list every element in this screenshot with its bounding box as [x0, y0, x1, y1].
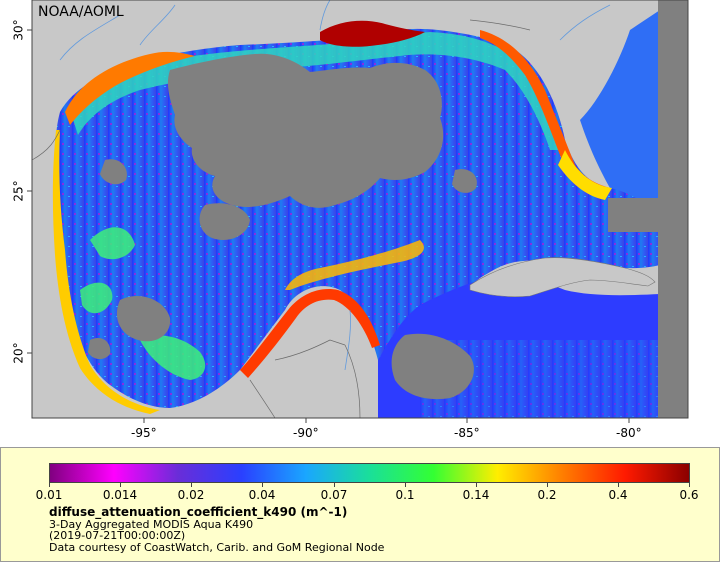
colorbar-tick-label: 0.14 [462, 488, 490, 502]
map-canvas [27, 0, 689, 423]
northern-coastal-turbid [65, 51, 195, 126]
plot-frame [31, 0, 689, 419]
no-data-strip [658, 0, 688, 418]
colorbar-tickmark [262, 483, 263, 487]
colorbar-tick-label: 0.4 [608, 488, 628, 502]
colorbar-tickmark [547, 483, 548, 487]
colorbar-tick-label: 0.01 [35, 488, 63, 502]
colorbar-tick-label: 0.02 [177, 488, 205, 502]
lat-tick-label: 30° [11, 19, 26, 41]
colorbar-tickmark [618, 483, 619, 487]
lon-tick-label: -85° [454, 426, 480, 440]
lat-tick-label: 25° [11, 180, 26, 202]
colorbar-tickmark [191, 483, 192, 487]
lat-tick-label: 20° [11, 342, 26, 364]
variable-name: diffuse_attenuation_coefficient_k490 (m^… [49, 505, 348, 519]
colorbar-tick-label: 0.1 [395, 488, 415, 502]
colorbar-tick-label: 0.07 [320, 488, 348, 502]
colorbar-tick-label: 0.2 [537, 488, 557, 502]
colorbar-tickmark [405, 483, 406, 487]
legend-panel: 0.01 0.014 0.02 0.04 0.07 0.1 0.14 0.2 0… [0, 447, 720, 562]
lon-tick-label: -80° [616, 426, 642, 440]
florida-keys-band [558, 150, 612, 200]
dataset-name: 3-Day Aggregated MODIS Aqua K490 [49, 518, 254, 531]
southwest-coastal-turbid [52, 130, 161, 414]
colorbar-tickmark [334, 483, 335, 487]
cloud-mask [88, 53, 660, 400]
lon-tick-label: -90° [293, 426, 319, 440]
time-stamp: (2019-07-21T00:00:00Z) [49, 529, 186, 542]
lon-ticks [143, 418, 630, 423]
rivers [59, 0, 611, 371]
lon-tick-label: -95° [131, 426, 157, 440]
colorbar-tick-label: 0.6 [679, 488, 699, 502]
colorbar-tickmark [476, 483, 477, 487]
colorbar-tickmark [49, 483, 50, 487]
data-source: Data courtesy of CoastWatch, Carib. and … [49, 541, 385, 554]
map-panel: NOAA/AOML -95° -90° -85° -80° 30° 25° 20… [11, 0, 689, 440]
colorbar [49, 463, 690, 483]
cuba-island [469, 257, 656, 298]
colorbar-tickmark [689, 483, 690, 487]
colorbar-tick-label: 0.014 [102, 488, 138, 502]
atlantic-water [580, 10, 660, 220]
west-florida-shelf-turbid [480, 30, 610, 196]
northern-shelf-band [70, 32, 565, 150]
colorbar-tick-label: 0.04 [248, 488, 276, 502]
colorbar-tickmark [120, 483, 121, 487]
mississippi-plume [320, 20, 425, 47]
political-borders [31, 19, 531, 419]
southwest-shelf-band [80, 227, 206, 380]
lat-ticks [27, 29, 32, 354]
campeche-coastal-turbid [240, 289, 380, 378]
credit-label: NOAA/AOML [38, 4, 124, 20]
yucatan-shelf-band [285, 240, 424, 290]
